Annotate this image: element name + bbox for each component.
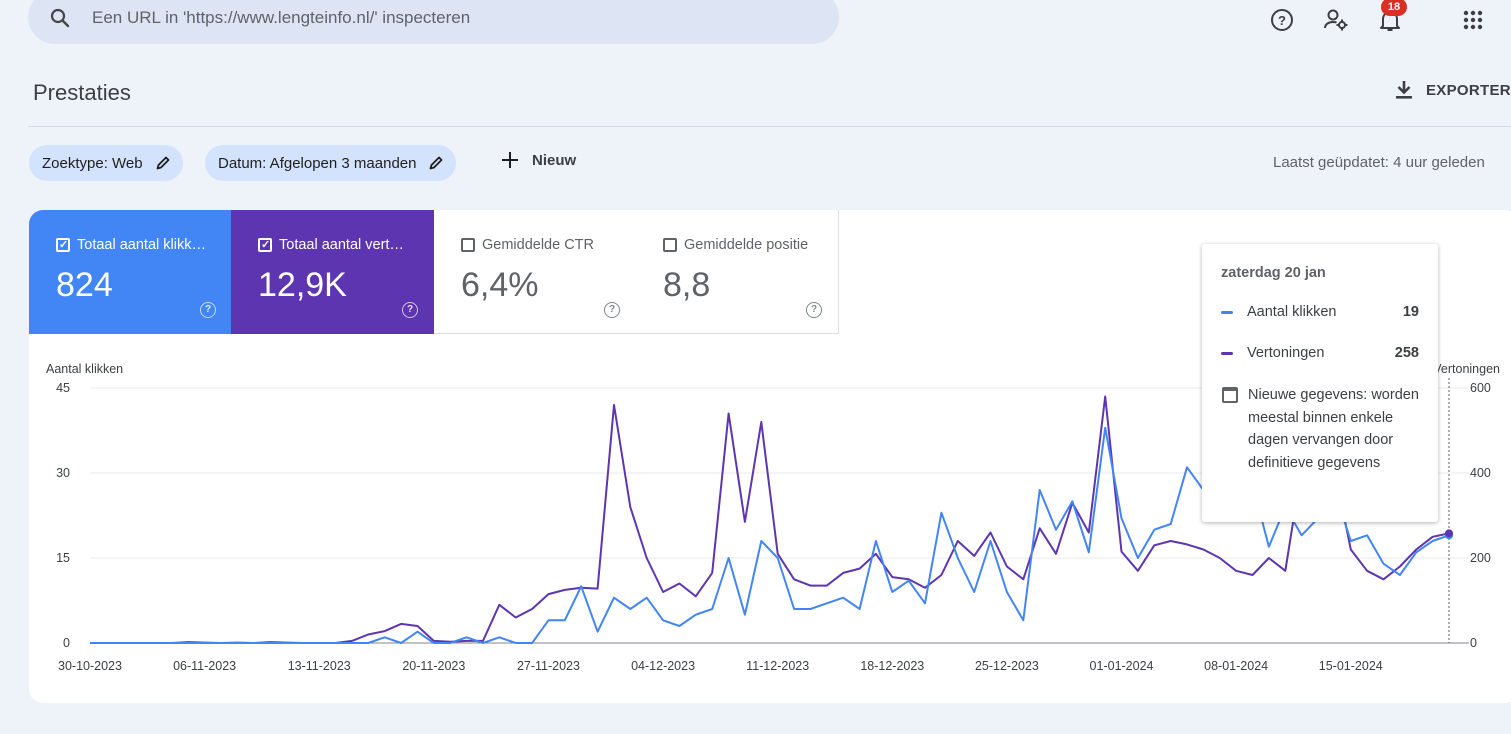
x-tick-label: 20-11-2023 xyxy=(402,659,465,673)
help-icon[interactable]: ? xyxy=(604,302,620,318)
tooltip-row-value: 19 xyxy=(1402,304,1419,320)
legend-swatch xyxy=(1221,310,1233,314)
checkbox-unchecked[interactable] xyxy=(461,238,475,252)
x-tick-label: 30-10-2023 xyxy=(58,659,122,673)
page-title: Prestaties xyxy=(33,80,131,105)
metric-value: 8,8 xyxy=(663,266,711,304)
help-icon[interactable]: ? xyxy=(806,302,822,318)
download-icon xyxy=(1396,81,1412,99)
metric-label: Totaal aantal klikk… xyxy=(77,237,206,253)
x-tick-label: 06-11-2023 xyxy=(173,659,236,673)
metric-average-ctr[interactable]: Gemiddelde CTR 6,4% ? xyxy=(434,210,637,334)
y-tick-label-left: 30 xyxy=(56,466,70,480)
metric-average-position[interactable]: Gemiddelde positie 8,8 ? xyxy=(636,210,839,334)
new-filter-label: Nieuw xyxy=(532,151,577,169)
tooltip-row-clicks: Aantal klikken 19 xyxy=(1221,304,1419,320)
x-tick-label: 18-12-2023 xyxy=(860,659,924,673)
metric-label: Gemiddelde positie xyxy=(684,237,809,253)
y-tick-label-left: 15 xyxy=(56,551,70,565)
edit-icon xyxy=(156,156,170,170)
x-tick-label: 25-12-2023 xyxy=(975,659,1039,673)
metric-label: Totaal aantal vert… xyxy=(279,237,404,253)
performance-chart[interactable]: 0 15 30 45 0 200 400 600 Aantal klikken Vertoning… xyxy=(29,210,1511,703)
legend-swatch xyxy=(1221,351,1233,355)
notification-badge: 18 xyxy=(1381,0,1407,16)
y-axis-title-left: Aantal klikken xyxy=(46,362,123,376)
y-tick-label-right: 200 xyxy=(1470,551,1491,565)
tooltip-date: zaterdag 20 jan xyxy=(1221,265,1326,281)
url-inspect-search[interactable] xyxy=(28,0,839,44)
y-tick-label-left: 45 xyxy=(56,381,70,395)
metric-total-clicks[interactable]: ✓ Totaal aantal klikk… 824 ? xyxy=(29,210,232,334)
tooltip-note-text: Nieuwe gegevens: worden meestal binnen e… xyxy=(1248,387,1419,471)
edit-icon xyxy=(430,156,443,170)
x-tick-label: 27-11-2023 xyxy=(517,659,580,673)
metric-value: 824 xyxy=(56,266,113,304)
svg-text:?: ? xyxy=(1278,13,1286,28)
new-filter-button[interactable]: Nieuw xyxy=(500,150,576,170)
checkbox-checked[interactable]: ✓ xyxy=(56,238,70,252)
plus-icon xyxy=(502,152,518,168)
search-input[interactable] xyxy=(92,6,792,30)
y-tick-label-left: 0 xyxy=(63,636,70,650)
x-tick-label: 08-01-2024 xyxy=(1204,659,1268,673)
y-tick-label-right: 0 xyxy=(1470,636,1477,650)
checkbox-unchecked[interactable] xyxy=(663,238,677,252)
tooltip-row-value: 258 xyxy=(1394,345,1419,361)
x-tick-label: 01-01-2024 xyxy=(1090,659,1154,673)
checkbox-checked[interactable]: ✓ xyxy=(258,238,272,252)
help-icon[interactable]: ? xyxy=(1268,6,1296,34)
hover-point xyxy=(1445,529,1453,538)
search-icon xyxy=(50,8,70,28)
search-type-filter-chip[interactable]: Zoektype: Web xyxy=(29,145,183,181)
help-icon[interactable]: ? xyxy=(200,302,216,318)
y-tick-label-right: 400 xyxy=(1470,466,1491,480)
date-filter-chip[interactable]: Datum: Afgelopen 3 maanden xyxy=(205,145,457,181)
metric-value: 6,4% xyxy=(461,266,539,304)
x-tick-label: 04-12-2023 xyxy=(631,659,695,673)
help-icon[interactable]: ? xyxy=(402,302,418,318)
x-tick-label: 15-01-2024 xyxy=(1319,659,1383,673)
calendar-icon xyxy=(1222,387,1238,403)
metric-label: Gemiddelde CTR xyxy=(482,237,595,253)
y-axis-title-right: Vertoningen xyxy=(1433,362,1500,376)
x-tick-label: 11-12-2023 xyxy=(746,659,809,673)
last-updated-text: Laatst geüpdatet: 4 uur geleden xyxy=(1273,154,1485,171)
tooltip-row-impressions: Vertoningen 258 xyxy=(1221,345,1419,361)
tooltip-note: Nieuwe gegevens: worden meestal binnen e… xyxy=(1222,384,1422,474)
export-label: EXPORTEREN xyxy=(1426,81,1511,99)
metric-value: 12,9K xyxy=(258,266,347,304)
tooltip-row-label: Aantal klikken xyxy=(1247,304,1337,320)
metric-total-impressions[interactable]: ✓ Totaal aantal vert… 12,9K ? xyxy=(231,210,434,334)
chip-label: Zoektype: Web xyxy=(42,154,143,172)
export-button[interactable]: EXPORTEREN xyxy=(1394,79,1511,101)
manage-users-icon[interactable] xyxy=(1322,6,1350,34)
y-tick-label-right: 600 xyxy=(1470,381,1491,395)
tooltip-row-label: Vertoningen xyxy=(1247,345,1325,361)
x-tick-label: 13-11-2023 xyxy=(288,659,351,673)
header-divider xyxy=(28,126,1511,127)
chip-label: Datum: Afgelopen 3 maanden xyxy=(218,154,417,172)
chart-tooltip: zaterdag 20 jan Aantal klikken 19 Verton… xyxy=(1202,244,1438,522)
apps-grid-icon[interactable] xyxy=(1459,6,1487,34)
